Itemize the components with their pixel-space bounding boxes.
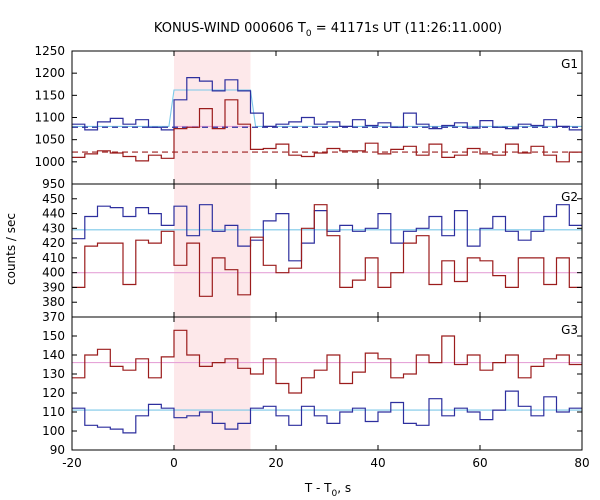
y-tick-label: 380 [42,295,65,309]
x-tick-label: -20 [62,456,82,470]
y-axis-label: counts / sec [4,213,18,285]
series-red-histogram [72,99,582,163]
chart-title: KONUS-WIND 000606 T0 = 41171s UT (11:26:… [154,21,502,39]
x-tick-label: 20 [268,456,283,470]
y-tick-label: 90 [50,443,65,457]
series-red-histogram [72,329,582,394]
highlight-interval [174,317,251,450]
y-tick-label: 410 [42,251,65,265]
y-tick-label: 120 [42,386,65,400]
panel-frame [71,316,583,451]
y-tick-label: 100 [42,424,65,438]
series-red-histogram [72,204,582,297]
y-tick-label: 400 [42,266,65,280]
title-subscript: 0 [306,29,312,39]
panel-g1: 950 1000 1050 1100 1150 1200 1250 G1 [34,44,583,191]
y-tick-label: 450 [42,192,65,206]
x-label-subscript: 0 [332,489,338,499]
x-label-rest: , s [337,481,351,495]
title-rest: = 41171s UT (11:26:11.000) [312,21,502,36]
x-label-main: T - T [304,481,332,495]
series-blue-histogram [72,390,582,434]
y-tick-label: 1200 [34,66,65,80]
y-tick-label: 420 [42,236,65,250]
y-tick-label: 1050 [34,133,65,147]
panel-label-g3: G3 [561,323,578,337]
title-main: KONUS-WIND 000606 T [154,21,306,36]
x-tick-label: 60 [472,456,487,470]
panel-frame [71,50,583,185]
panel-label-g2: G2 [561,190,578,204]
panel-frame [71,183,583,318]
x-tick-label: 80 [574,456,589,470]
y-tick-label: 440 [42,207,65,221]
x-axis-label: T - T0, s [304,481,351,499]
x-tick-label: 40 [370,456,385,470]
y-tick-label: 950 [42,177,65,191]
y-tick-label: 150 [42,329,65,343]
y-tick-label: 430 [42,221,65,235]
y-tick-label: 390 [42,280,65,294]
plot-area: 950100010501100115012001250G137038039040… [34,44,589,470]
panel-g3: 90 100 110 120 130 140 150 G3 [42,316,583,457]
series-blue-histogram [72,77,582,131]
y-tick-label: 370 [42,310,65,324]
y-tick-label: 1250 [34,44,65,58]
x-tick-label: 0 [170,456,178,470]
y-tick-label: 1150 [34,88,65,102]
y-tick-label: 140 [42,348,65,362]
panel-label-g1: G1 [561,57,578,71]
y-tick-label: 110 [42,405,65,419]
y-tick-label: 1000 [34,155,65,169]
y-tick-label: 130 [42,367,65,381]
y-tick-label: 1100 [34,111,65,125]
highlight-interval [174,184,251,317]
